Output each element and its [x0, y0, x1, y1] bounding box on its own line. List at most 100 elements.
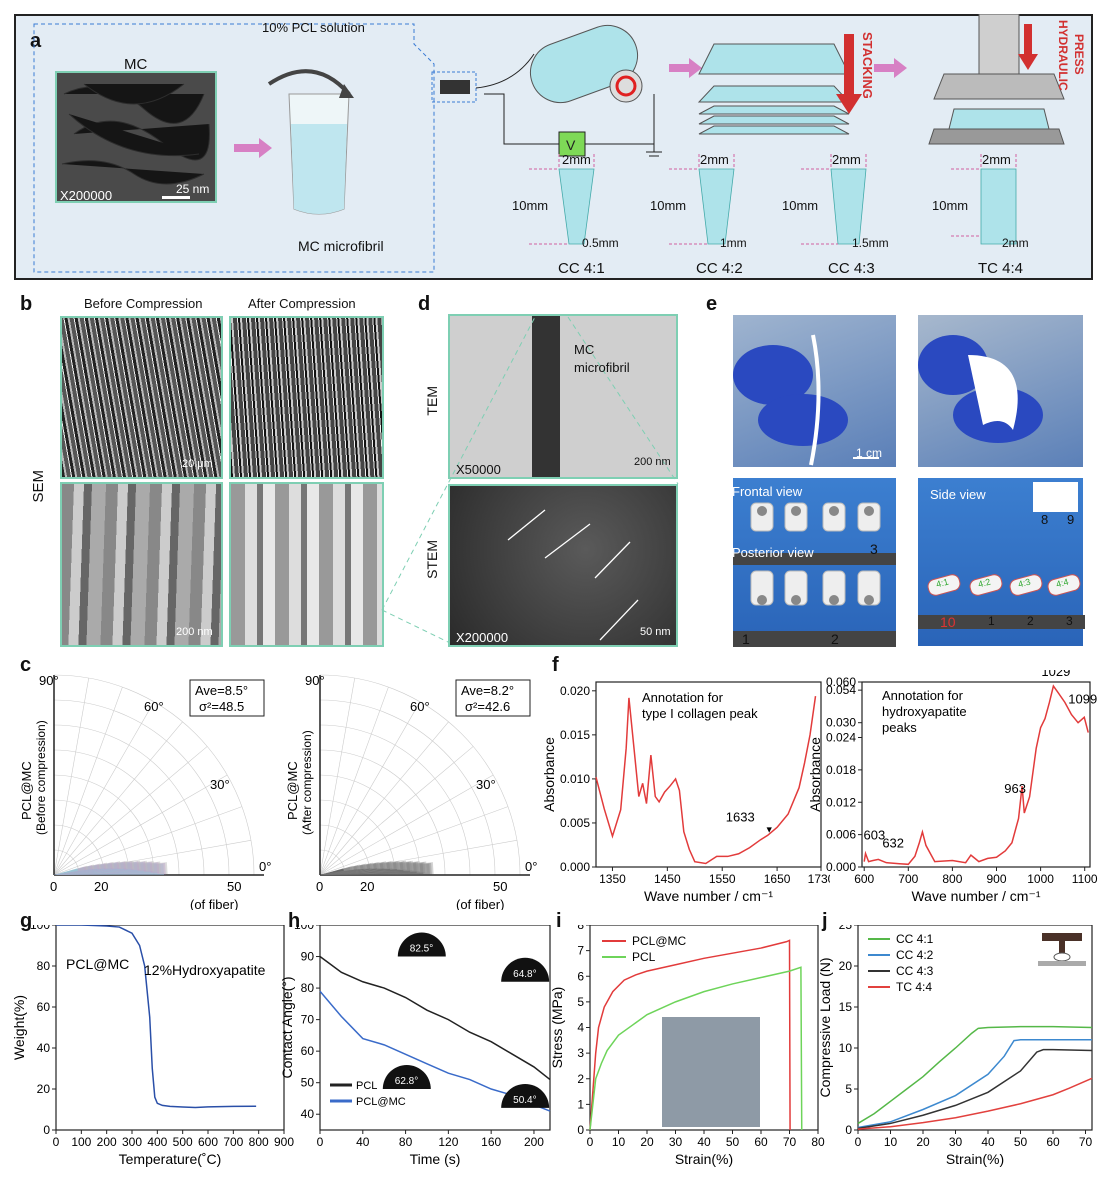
annotation-title-2: hydroxyapatite: [882, 704, 967, 719]
polar-spoke: [53, 774, 228, 876]
x-tick-label: 10: [612, 1135, 626, 1149]
polar-ring: [319, 749, 446, 876]
y-tick-label: 0.012: [826, 795, 856, 809]
before-compression-label: Before Compression: [84, 296, 203, 311]
stat-ave: Ave=8.2°: [461, 683, 514, 698]
stat-ave: Ave=8.5°: [195, 683, 248, 698]
chart-g: 0 100 200 300 400 500 600 700 800 900 0 20 40 60 80 100…: [14, 925, 294, 1167]
absorbance-series: [863, 684, 1089, 866]
y-tick-label: 0: [577, 1123, 584, 1137]
tem-scale: 200 nm: [634, 456, 671, 468]
series-CC 4:2: [857, 1039, 1092, 1129]
y-tick-label: 6: [577, 969, 584, 983]
x-tick-label: 1000: [1027, 872, 1054, 886]
peak-1633: 1633: [726, 809, 755, 824]
annotation-title-2: type I collagen peak: [642, 706, 758, 721]
press-icon-base: [1038, 961, 1086, 966]
angle-1: 64.8°: [513, 969, 536, 980]
x-tick-label: 1550: [709, 872, 736, 886]
y-axis-label: Weight(%): [14, 995, 27, 1060]
x-tick-label: 40: [697, 1135, 711, 1149]
x-tick-label: 900: [274, 1135, 294, 1149]
stats-box: [189, 679, 265, 717]
y-axis-label: Contact Angle(°): [282, 976, 295, 1078]
stem-image: [448, 484, 678, 647]
y-axis-label: Stress (MPa): [550, 987, 565, 1069]
y-tick-label: 20: [37, 1082, 51, 1096]
tga-series: [56, 925, 257, 1109]
angle-3: 50.4°: [513, 1095, 536, 1106]
annotation-title-3: peaks: [882, 720, 917, 735]
x-axis-label: (of fiber): [190, 897, 238, 910]
x-tick-label: 1350: [599, 872, 626, 886]
y-tick-label: 0.054: [826, 683, 856, 697]
polar-ring: [319, 774, 421, 876]
x-tick-label: 160: [481, 1135, 501, 1149]
stats-box: [455, 679, 531, 717]
polar-spoke: [319, 701, 421, 876]
angle-label-2: 30°: [476, 777, 496, 792]
x-tick-label: 600: [198, 1135, 218, 1149]
droplet-2: [382, 1065, 431, 1089]
peak-label-963: 963: [1004, 781, 1026, 796]
polar-ring: [53, 774, 155, 876]
sample-name-3: CC 4:3: [828, 260, 875, 277]
x-tick-label: 500: [173, 1135, 193, 1149]
sem-before-top: [60, 316, 223, 479]
y-tick-label: 0.030: [826, 716, 856, 730]
series-CC 4:3: [857, 1048, 1093, 1130]
polar-ring: [319, 674, 521, 876]
legend-label-TC 4:4: TC 4:4: [896, 980, 932, 994]
legend-label-CC 4:2: CC 4:2: [896, 948, 934, 962]
polar-spoke: [319, 806, 509, 876]
posterior-view-label: Posterior view: [732, 545, 814, 560]
y-axis-label: PCL@MC: [285, 761, 300, 820]
angle-label-0: 90°: [305, 673, 325, 688]
x-tick-label: 40: [981, 1135, 995, 1149]
x-tick-label: 10: [884, 1135, 898, 1149]
x-tick-label: 120: [438, 1135, 458, 1149]
y-axis-label: Absorbance: [810, 737, 823, 812]
mc-magnification: X200000: [60, 188, 113, 203]
y-tick-label: 15: [839, 1000, 853, 1014]
y-tick-label: 2: [577, 1072, 584, 1086]
legend-label-PCL: PCL: [356, 1080, 377, 1092]
y-tick-label: 0.015: [560, 728, 590, 742]
x-axis-label: (of fiber): [456, 897, 504, 910]
chart-j: 0 10 20 30 40 50 60 70 0 5 10 15 20 25 Strain(%) Compre…: [817, 925, 1093, 1167]
r-tick-50: 50: [227, 879, 241, 894]
x-tick-label: 20: [916, 1135, 930, 1149]
droplet-1: [501, 957, 550, 982]
y-axis-label-2: (Before compression): [34, 720, 48, 835]
series-PCL@MC: [589, 939, 791, 1131]
legend-label-PCL@MC: PCL@MC: [356, 1096, 406, 1108]
y-tick-label: 5: [577, 995, 584, 1009]
series-PCL: [589, 966, 803, 1131]
polar-ring: [319, 699, 496, 876]
stem-magnification: X200000: [456, 630, 509, 645]
panel-a-schematic: V: [33, 14, 1065, 273]
y-axis-label: Absorbance: [541, 737, 557, 812]
polar-ring: [53, 724, 205, 876]
angle-label-1: 60°: [410, 699, 430, 714]
press-label-1: HYDRAULIC: [1056, 20, 1070, 91]
y-tick-label: 70: [301, 1013, 315, 1027]
y-tick-label: 0: [845, 1123, 852, 1137]
x-tick-label: 60: [1046, 1135, 1060, 1149]
y-tick-label: 0.005: [560, 816, 590, 830]
y-tick-label: 80: [37, 959, 51, 973]
angle-label-3: 0°: [259, 859, 271, 874]
x-axis-label: Time (s): [410, 1151, 461, 1167]
microfibril-label: MC microfibril: [298, 238, 384, 254]
voltage-symbol: V: [566, 137, 576, 153]
y-tick-label: 0.000: [560, 860, 590, 874]
sample-bottom-3: 1.5mm: [852, 236, 889, 250]
ruler-b-1: 1: [988, 614, 995, 628]
sample-bottom-1: 0.5mm: [582, 236, 619, 250]
y-tick-label: 0.020: [560, 684, 590, 698]
droplet-3: [501, 1083, 550, 1108]
y-tick-label: 25: [839, 925, 853, 932]
x-tick-label: 1100: [1072, 872, 1098, 886]
